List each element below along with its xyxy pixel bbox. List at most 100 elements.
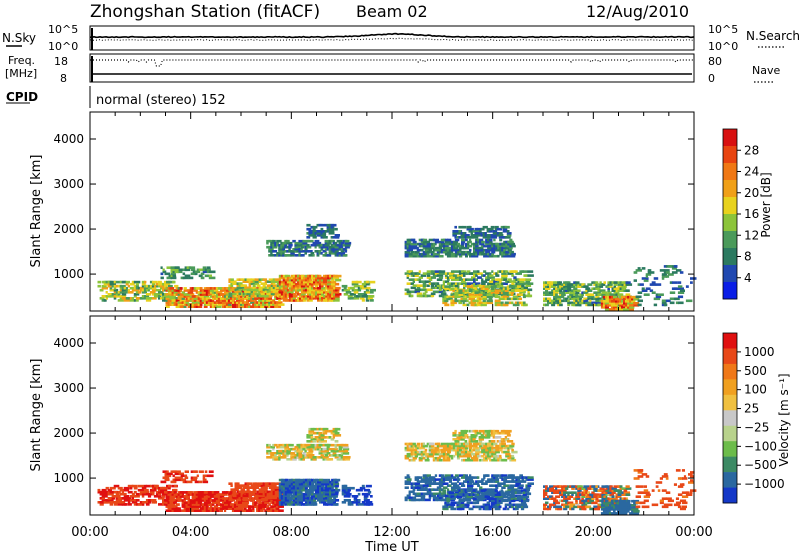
range-cell	[406, 276, 409, 279]
range-cell	[272, 482, 279, 485]
range-cell	[514, 303, 520, 307]
range-cell	[509, 484, 512, 487]
range-cell	[335, 499, 340, 502]
range-cell	[151, 499, 157, 502]
range-cell	[438, 474, 443, 477]
range-cell	[191, 287, 195, 290]
range-cell	[165, 499, 169, 502]
range-cell	[438, 484, 441, 487]
range-cell	[454, 295, 461, 299]
range-cell	[238, 282, 243, 285]
range-cell	[327, 297, 331, 300]
range-cell	[505, 246, 512, 250]
range-cell	[187, 297, 191, 300]
range-cell	[274, 486, 280, 489]
range-cell	[238, 303, 242, 306]
range-cell	[246, 292, 252, 296]
range-cell	[334, 445, 338, 449]
range-cell	[444, 240, 448, 244]
range-cell	[326, 447, 330, 451]
range-cell	[302, 484, 307, 488]
range-cell	[290, 482, 295, 486]
range-cell	[225, 293, 230, 296]
range-cell	[635, 295, 642, 299]
range-cell	[583, 297, 589, 301]
range-cell	[217, 493, 221, 496]
range-cell	[479, 252, 483, 256]
range-cell	[119, 284, 126, 288]
range-cell	[178, 472, 184, 476]
range-cell	[322, 431, 328, 435]
range-cell	[355, 291, 359, 294]
range-cell	[369, 295, 373, 298]
range-cell	[525, 274, 528, 277]
range-cell	[286, 239, 290, 243]
range-cell	[665, 275, 670, 278]
range-cell	[473, 482, 480, 485]
range-cell	[506, 285, 510, 288]
range-cell	[306, 434, 313, 437]
range-cell	[341, 501, 347, 504]
range-cell	[284, 280, 289, 284]
range-cell	[173, 289, 177, 292]
range-cell	[446, 458, 451, 462]
range-cell	[310, 438, 317, 441]
range-cell	[183, 287, 187, 290]
range-cell	[262, 278, 267, 281]
range-cell	[351, 288, 356, 292]
range-cell	[160, 272, 164, 276]
range-cell	[549, 281, 556, 284]
range-cell	[129, 486, 133, 490]
range-cell	[491, 242, 498, 246]
range-cell	[121, 288, 127, 292]
range-cell	[520, 287, 524, 290]
range-cell	[141, 495, 145, 498]
range-cell	[458, 434, 464, 437]
range-cell	[464, 234, 470, 237]
range-cell	[175, 503, 180, 506]
range-cell	[481, 458, 484, 462]
range-cell	[196, 474, 199, 478]
range-cell	[462, 301, 465, 305]
range-cell	[209, 503, 213, 506]
range-cell	[205, 291, 210, 294]
range-cell	[306, 440, 310, 443]
range-cell	[513, 276, 517, 279]
range-cell	[115, 492, 120, 496]
range-cell	[565, 281, 571, 284]
range-cell	[436, 486, 442, 489]
range-cell	[338, 449, 345, 453]
range-cell	[440, 488, 444, 491]
range-cell	[661, 275, 668, 278]
range-cell	[250, 299, 254, 302]
colorbar-tick-label: 28	[744, 143, 759, 157]
range-cell	[469, 474, 472, 477]
range-cell	[133, 295, 137, 298]
range-cell	[474, 303, 478, 307]
range-cell	[153, 495, 160, 498]
range-cell	[422, 282, 427, 285]
range-cell	[515, 484, 520, 487]
range-cell	[234, 301, 238, 304]
range-cell	[509, 444, 515, 448]
range-cell	[525, 284, 532, 287]
range-cell	[410, 446, 414, 450]
range-cell	[492, 232, 497, 235]
range-cell	[162, 268, 165, 272]
range-cell	[278, 484, 282, 488]
range-cell	[302, 454, 306, 457]
range-cell	[557, 287, 562, 290]
range-cell	[341, 284, 348, 288]
range-cell	[258, 492, 263, 496]
range-cell	[615, 308, 619, 311]
range-cell	[164, 272, 170, 276]
range-cell	[330, 438, 335, 441]
range-cell	[477, 276, 482, 279]
range-cell	[246, 482, 253, 485]
range-cell	[184, 274, 191, 278]
range-cell	[605, 297, 611, 301]
range-cell	[175, 495, 178, 498]
range-cell	[300, 497, 304, 500]
range-cell	[454, 232, 458, 235]
range-cell	[215, 305, 222, 308]
